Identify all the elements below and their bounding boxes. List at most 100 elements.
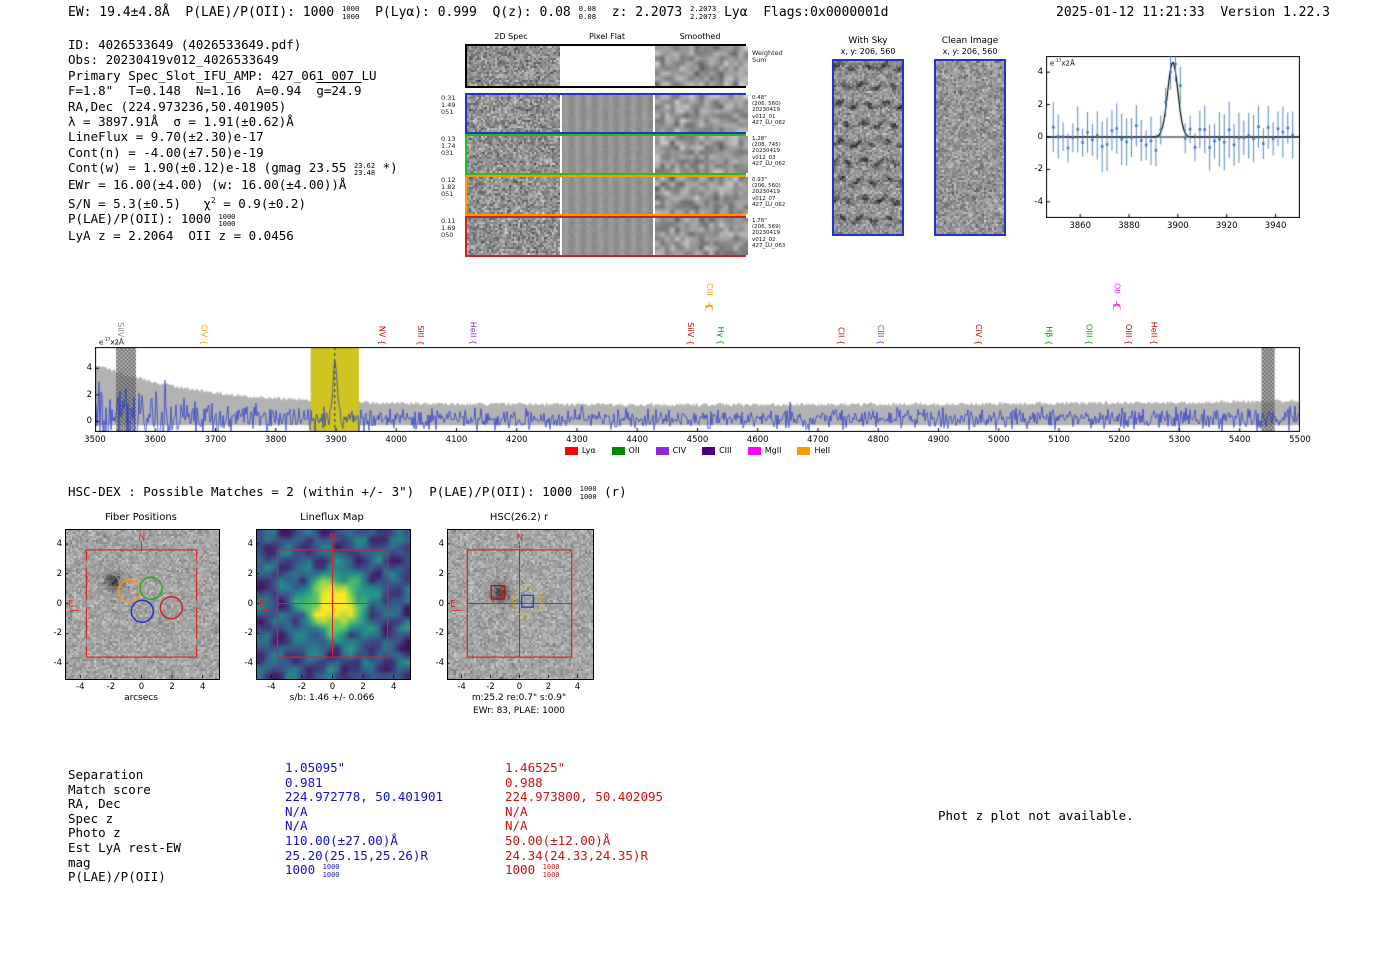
fraction-part: 23.62: [353, 161, 376, 170]
compass-east-label: E: [68, 600, 74, 610]
note-line: 20230419: [752, 148, 780, 155]
fraction-part: 23.48: [353, 168, 376, 177]
y-tick-label: -4: [435, 658, 444, 669]
match-table-value: 1.05095": [285, 760, 346, 775]
emission-line-name: OIII: [1123, 323, 1133, 340]
x-tick-label: -2: [297, 682, 307, 692]
note-line: (206, 569): [752, 224, 781, 231]
field-square: [85, 549, 198, 658]
twod-row-segment-spec: [467, 95, 560, 132]
note-line: 427_LU_063: [752, 242, 786, 249]
emission-line-label: Hβ {: [1044, 326, 1053, 345]
lineflux-map-xlabel: s/b: 1.46 +/- 0.066: [289, 693, 375, 703]
emission-line-name: OII: [1112, 283, 1122, 297]
x-tick-label: 4000: [385, 435, 408, 445]
twod-row-note: 1.28" (208, 745) 20230419 v012_03 427_LU_062: [752, 136, 785, 167]
text-segment: P(Lyα): 0.999 Q(z): 0.08: [359, 5, 579, 20]
weight-line: 050: [441, 231, 454, 239]
text-segment: -17: [1054, 59, 1062, 64]
info-line: Cont(w) = 1.90(±0.12)e-18 (gmag 23.55 23…: [68, 160, 398, 177]
note-line: v012_07: [752, 195, 776, 202]
fiber-circle: [85, 591, 109, 616]
info-line: Obs: 20230419v012_4026533649: [68, 52, 398, 67]
emission-line-name: CII: [836, 327, 846, 340]
text-segment: x2Å: [1061, 59, 1075, 68]
note-line: 0.48": [752, 95, 767, 101]
twod-row: [465, 44, 748, 88]
match-table-plae-value: 1000 1000 1000: [505, 862, 663, 879]
note-line: v012_01: [752, 113, 776, 120]
clean-image-title: Clean Image: [941, 36, 999, 46]
fraction-part: 1000: [542, 863, 560, 872]
stacked-fraction: 1000 1000: [342, 5, 360, 20]
match-table-value: 224.973800, 50.402095: [505, 789, 664, 805]
y-tick-label: 2: [247, 568, 253, 579]
y-axis-label: e-17x2Å: [99, 338, 124, 346]
weight-line: 1.49: [441, 101, 456, 109]
legend-label: OII: [628, 446, 640, 455]
x-tick-label: 4900: [927, 435, 950, 445]
match-table-value: 25.20(25.15,25.26)R: [285, 847, 428, 863]
compass-north-label: N: [330, 533, 337, 543]
fiber-circle: [129, 630, 154, 654]
fiber-circle-highlight: [159, 595, 184, 620]
twod-row-weights: 0.11 1.69 050: [441, 218, 455, 239]
compass-north-label: N: [139, 533, 146, 543]
fiber-circle: [107, 630, 131, 654]
legend-item: MgII: [747, 446, 781, 455]
fraction-part: 1000: [322, 870, 340, 879]
info-line: S/N = 5.3(±0.5) χ2 = 0.9(±0.2): [68, 193, 398, 212]
twod-row-segment-smoothed: [655, 95, 748, 132]
emission-line-name: SiIV: [115, 322, 125, 340]
text-segment: ID: 4026533649 (4026533649.pdf): [68, 37, 302, 52]
text-segment: Cont(w) = 1.90(±0.12)e-18 (gmag 23.55: [68, 160, 354, 176]
compass-east-label: E: [450, 600, 456, 610]
text-segment: 1000: [505, 862, 543, 878]
y-tick-label: 2: [1037, 99, 1043, 110]
twod-row-segment-flat: [562, 177, 653, 214]
x-tick-label: -4: [457, 682, 466, 692]
emission-line-brace: {: [415, 339, 425, 345]
y-tick-label: -4: [53, 658, 62, 669]
note-line: (206, 560): [752, 101, 781, 108]
fiber-overlay: NE: [65, 533, 204, 678]
fraction-part: 1000: [218, 219, 236, 228]
y-tick-label: 4: [247, 538, 253, 549]
x-tick-label: 3500: [84, 435, 106, 445]
hsc-overlay: NE: [447, 533, 578, 678]
info-line: P(LAE)/P(OII): 1000 1000 1000: [68, 211, 398, 228]
x-tick-label: 3860: [1069, 221, 1092, 231]
legend-item: CIII: [702, 446, 732, 455]
emission-line-label: CII {: [836, 327, 845, 345]
emission-line-brace: {: [973, 339, 983, 345]
x-tick-label: 4: [574, 682, 581, 692]
twod-row: [465, 216, 748, 257]
stacked-fraction: 2.2073 2.2073: [690, 5, 716, 20]
note-line: (208, 745): [752, 142, 781, 149]
emission-line-label: CIV {: [974, 324, 983, 345]
emission-line-brace: {: [115, 339, 125, 345]
fiber-circle: [107, 553, 131, 577]
info-line: Primary Spec_Slot_IFU_AMP: 427_061_007_L…: [68, 68, 398, 83]
x-tick-label: 4500: [686, 435, 709, 445]
fiber-circle: [96, 572, 120, 596]
legend-swatch: [655, 446, 669, 455]
text-segment: LyA z = 2.2064 OII z = 0.0456: [68, 228, 294, 244]
twod-row-segment-flat: [562, 46, 653, 86]
y-tick-label: 4: [1037, 67, 1043, 78]
text-segment: Primary Spec_Slot_IFU_AMP: 427_061_007_L…: [68, 67, 377, 83]
emission-line-brace: {: [1084, 339, 1094, 345]
legend-swatch: [747, 446, 761, 455]
y-tick-label: 0: [438, 598, 444, 609]
hsc-match-summary: HSC-DEX : Possible Matches = 2 (within +…: [68, 484, 627, 501]
fiber-positions-xlabel: arcsecs: [124, 693, 158, 703]
emission-line-label: CIII {: [876, 325, 885, 345]
twod-row-weights: 0.12 1.82 051: [441, 177, 455, 198]
y-tick-label: 0: [1037, 132, 1043, 142]
legend-swatch: [702, 446, 716, 455]
x-tick-label: 4300: [566, 435, 588, 445]
phot-z-note: Phot z plot not available.: [938, 808, 1134, 823]
fraction-part: 2.2073: [690, 4, 717, 14]
match-marker-square: [490, 584, 505, 600]
